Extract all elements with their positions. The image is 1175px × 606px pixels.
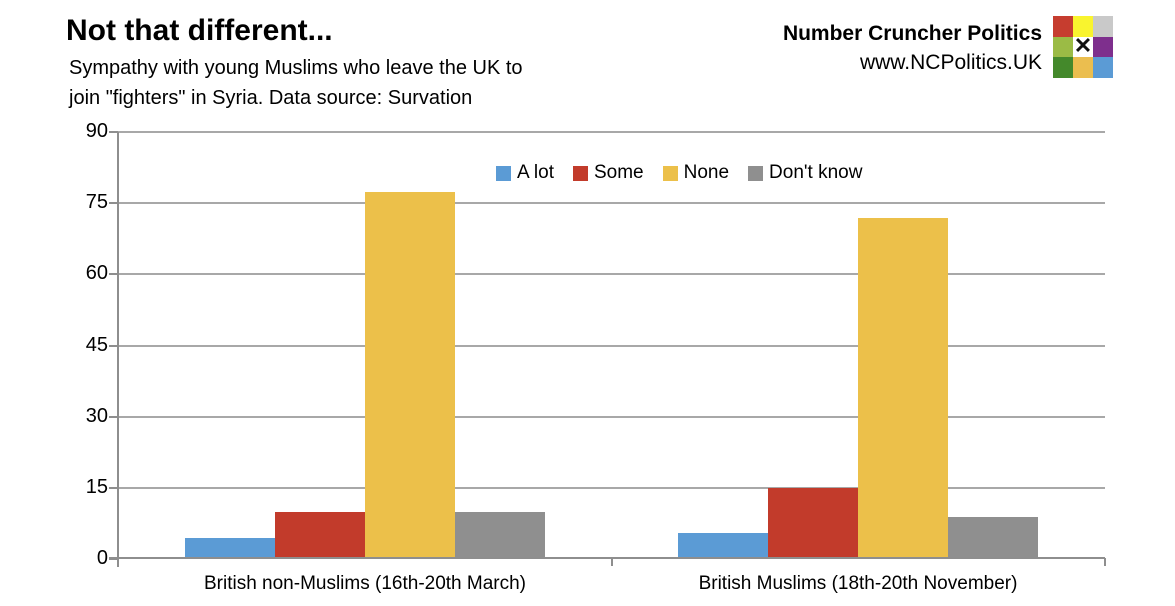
y-axis-tick	[109, 131, 118, 133]
bar-a-lot-group0	[184, 538, 275, 557]
gridline	[118, 131, 1105, 133]
chart-subtitle-line2: join "fighters" in Syria. Data source: S…	[69, 87, 473, 109]
logo-cell	[1093, 16, 1113, 37]
logo-cell: ✕	[1073, 33, 1093, 59]
y-tick-label: 15	[85, 475, 108, 498]
plot-area: A lot Some None Don't know British non-Musl…	[86, 120, 1106, 594]
gridline	[118, 344, 1105, 347]
legend-item: None	[662, 162, 730, 184]
y-axis-line	[117, 132, 119, 567]
bar-don-t-know-group0	[454, 511, 545, 557]
gridline	[118, 202, 1105, 205]
brand-name: Number Cruncher Politics	[782, 22, 1042, 45]
legend-item: Some	[572, 162, 644, 184]
y-tick-label: 75	[85, 191, 108, 214]
legend-label: Some	[593, 162, 644, 183]
y-axis-tick	[109, 202, 118, 205]
logo-cell	[1093, 36, 1113, 58]
gridline	[118, 273, 1105, 276]
bar-none-group1	[858, 217, 949, 557]
y-axis-tick	[109, 558, 118, 560]
logo-cell	[1053, 36, 1073, 58]
y-axis-tick	[109, 415, 118, 418]
y-tick-label: 0	[96, 547, 108, 569]
bar-a-lot-group1	[678, 533, 769, 557]
logo-cell	[1053, 57, 1073, 78]
chart-title: Not that different...	[66, 14, 333, 47]
y-axis-tick	[109, 273, 118, 276]
x-category-label: British non-Muslims (16th-20th March)	[203, 573, 527, 594]
logo-cell	[1073, 57, 1093, 78]
bar-none-group0	[364, 191, 455, 557]
y-tick-label: 90	[85, 120, 108, 142]
x-axis-tick	[1104, 558, 1106, 566]
y-tick-label: 45	[85, 333, 108, 356]
gridline	[118, 486, 1105, 489]
logo-x-glyph: ✕	[1073, 33, 1093, 59]
bar-don-t-know-group1	[948, 516, 1039, 557]
legend-label: Don't know	[769, 162, 863, 183]
legend-swatch	[496, 165, 511, 181]
y-axis-tick	[109, 486, 118, 489]
legend-label: A lot	[517, 162, 554, 183]
bar-some-group1	[768, 488, 859, 557]
legend-swatch	[572, 165, 588, 181]
logo-cell	[1053, 16, 1073, 37]
legend-item: A lot	[496, 162, 554, 184]
brand-url: www.NCPolitics.UK	[859, 51, 1042, 74]
gridline	[118, 415, 1105, 418]
y-tick-label: 30	[85, 404, 108, 427]
legend-label: None	[683, 162, 730, 183]
y-axis-tick	[109, 344, 118, 347]
logo-cell	[1073, 16, 1093, 37]
x-axis-tick	[610, 558, 613, 566]
x-axis-tick	[117, 558, 119, 566]
legend-swatch	[662, 165, 678, 181]
x-category-label: British Muslims (18th-20th November)	[698, 573, 1018, 594]
brand-logo: ✕	[1053, 16, 1113, 78]
y-tick-label: 60	[85, 262, 108, 285]
chart-subtitle-line1: Sympathy with young Muslims who leave th…	[69, 57, 523, 79]
bar-some-group0	[274, 511, 365, 557]
x-axis-line	[109, 557, 1105, 559]
legend-item: Don't know	[748, 162, 862, 184]
logo-cell	[1093, 57, 1113, 78]
legend: A lot Some None Don't know	[496, 162, 862, 184]
legend-swatch	[748, 165, 764, 181]
